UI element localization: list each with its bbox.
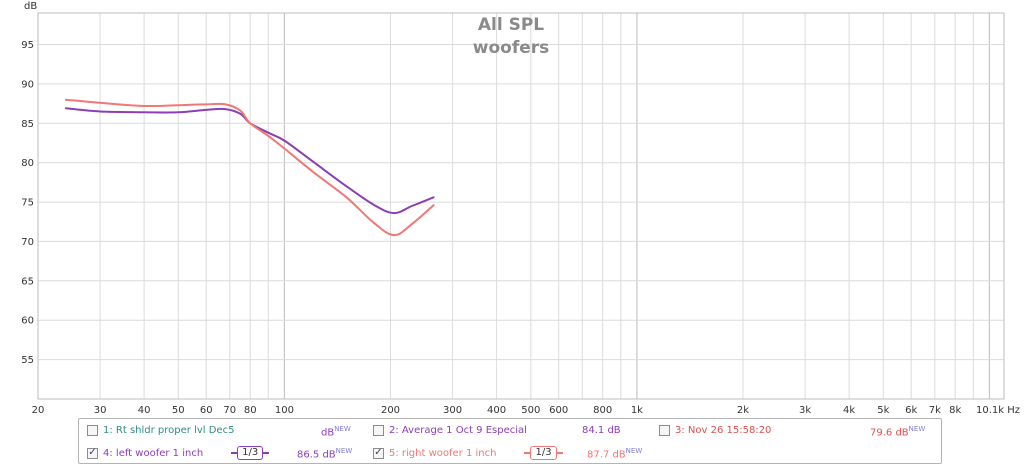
legend-item-2[interactable]: 2: Average 1 Oct 9 Especial [373,422,527,438]
x-tick-label: 60 [200,405,213,416]
y-tick-label: 85 [21,119,34,130]
x-tick-label: 400 [487,405,506,416]
legend-checkbox-2[interactable] [373,424,384,436]
x-tick-label: 6k [905,405,917,416]
x-tick-label: 300 [443,405,462,416]
axis-labels: 55 60 65 70 75 80 85 90 95 20 30 40 50 60 70 80 100 200 30… [21,40,1020,416]
x-tick-label: 800 [593,405,612,416]
smoothing-badge-5[interactable]: 1/3 [524,446,563,460]
smoothing-label-5: 1/3 [530,446,557,460]
x-tick-label: 5k [877,405,889,416]
y-tick-label: 70 [21,237,34,248]
legend-label-5: 5: right woofer 1 inch [389,447,497,459]
legend-item-3[interactable]: 3: Nov 26 15:58:20 [659,422,771,438]
legend-value-4: 86.5 dBNEW [297,447,353,461]
grid-lines [38,13,1004,399]
smoothing-badge-4[interactable]: 1/3 [231,446,270,460]
legend-checkbox-1[interactable] [87,424,98,436]
x-tick-label: 500 [521,405,540,416]
y-tick-label: 55 [21,355,34,366]
legend-value-3: 79.6 dBNEW [870,425,926,439]
legend-label-3: 3: Nov 26 15:58:20 [675,424,772,436]
x-tick-label: 2k [737,405,749,416]
y-tick-label: 65 [21,276,34,287]
legend-new-4: NEW [335,447,353,455]
x-tick-label: 600 [549,405,568,416]
smoothing-label-4: 1/3 [237,446,264,460]
series-lines [64,98,435,237]
plot-frame [37,12,1005,400]
legend-item-4[interactable]: ✓ 4: left woofer 1 inch 1/3 [87,445,270,461]
x-tick-label: 80 [244,405,257,416]
x-tick-label: 4k [843,405,855,416]
y-tick-label: 95 [21,40,34,51]
legend-new-5: NEW [625,447,643,455]
x-tick-label: 40 [138,405,151,416]
legend-label-4: 4: left woofer 1 inch [103,447,204,459]
x-tick-label: 8k [949,405,961,416]
legend-label-2: 2: Average 1 Oct 9 Especial [389,424,527,436]
legend-value-5: 87.7 dBNEW [587,447,643,461]
legend-new-1: NEW [334,425,351,433]
legend-panel: 1: Rt shldr proper lvl Dec5 dBNEW 2: Ave… [78,418,942,464]
y-tick-label: 90 [21,79,34,90]
x-tick-label: 200 [381,405,400,416]
legend-label-1: 1: Rt shldr proper lvl Dec5 [103,424,235,436]
legend-item-5[interactable]: ✓ 5: right woofer 1 inch 1/3 [373,445,563,461]
x-tick-label: 100 [275,405,294,416]
x-tick-label: 7k [929,405,941,416]
y-tick-label: 80 [21,158,34,169]
legend-checkbox-3[interactable] [659,424,670,436]
y-axis-unit: dB [24,1,37,12]
chart-title-line-2: woofers [473,38,550,58]
x-tick-label: 10.1k Hz [976,405,1020,416]
y-tick-label: 75 [21,198,34,209]
y-tick-label: 60 [21,316,34,327]
legend-checkbox-4[interactable]: ✓ [87,447,98,459]
x-tick-label: 20 [32,405,45,416]
spl-chart: 55 60 65 70 75 80 85 90 95 20 30 40 50 60 70 80 100 200 30… [21,1,1020,416]
legend-value-2: 84.1 dB [582,425,621,436]
chart-title-line-1: All SPL [478,15,544,35]
series-line-right-woofer [64,98,435,237]
legend-value-1: dBNEW [321,425,351,439]
x-tick-label: 3k [799,405,811,416]
x-tick-label: 1k [631,405,643,416]
legend-new-3: NEW [908,425,926,433]
legend-item-1[interactable]: 1: Rt shldr proper lvl Dec5 [87,422,234,438]
series-line-left-woofer [64,107,435,215]
x-tick-label: 70 [223,405,236,416]
legend-checkbox-5[interactable]: ✓ [373,447,384,459]
x-tick-label: 30 [94,405,107,416]
x-tick-label: 50 [172,405,185,416]
